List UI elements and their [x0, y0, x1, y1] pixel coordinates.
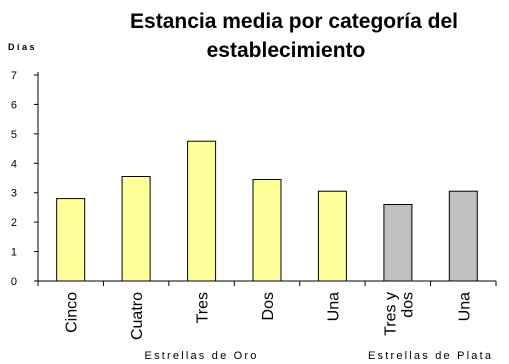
bar-3 [187, 140, 217, 282]
bar-7 [448, 190, 478, 282]
bar-4 [252, 179, 282, 282]
plot-area: 0 1 2 3 4 5 6 7 Cinco Cuatro Tres Dos Una Tres y dos Un… [11, 70, 497, 362]
y-tick-label: 0 [11, 276, 17, 288]
x-tick-label: Una [456, 292, 473, 321]
x-tick-label: Tres y [382, 292, 399, 336]
group-label-1: Estrellas de Oro [145, 350, 259, 362]
y-tick-label: 5 [11, 129, 17, 141]
x-tick-label: Dos [260, 292, 277, 320]
x-tick-label: Cuatro [129, 292, 146, 340]
bar-2 [121, 176, 151, 282]
chart-title-line-2: establecimiento [207, 39, 366, 62]
bar-6 [383, 204, 413, 282]
x-tick-label: Cinco [64, 292, 81, 333]
x-tick-label: dos [399, 292, 416, 318]
bar-5 [317, 190, 347, 282]
group-label-2: Estrellas de Plata [368, 350, 493, 362]
y-tick-label: 1 [11, 247, 17, 259]
y-tick-label: 2 [11, 217, 17, 229]
y-axis-label: Días [8, 42, 37, 52]
x-tick-label: Una [325, 292, 342, 321]
y-tick-label: 3 [11, 188, 17, 200]
bar-1 [56, 198, 86, 282]
chart-title-line-1: Estancia media por categoría del [130, 10, 458, 33]
y-tick-label: 6 [11, 99, 17, 111]
x-tick-label: Tres [195, 292, 212, 323]
y-tick-label: 4 [11, 158, 17, 170]
y-tick-label: 7 [11, 70, 17, 82]
